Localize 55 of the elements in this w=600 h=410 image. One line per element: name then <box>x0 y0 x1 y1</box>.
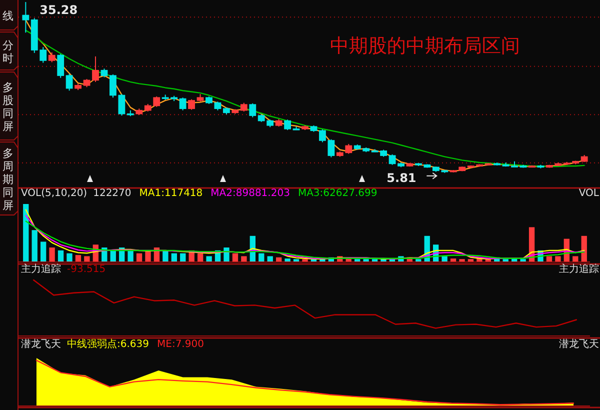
series-label: -93.515 <box>67 264 106 275</box>
text: 中期股的中期布局区间 <box>330 35 520 57</box>
bar <box>49 248 55 262</box>
annotation: 5.81 <box>386 170 416 185</box>
bar <box>284 258 290 262</box>
candlestick <box>48 52 56 63</box>
candlestick <box>57 54 64 78</box>
candlestick <box>92 56 99 82</box>
bar <box>546 256 552 262</box>
chart-title: 潜龙飞天 <box>21 338 61 350</box>
text: MA2:89881.203 <box>210 188 290 199</box>
candlestick <box>188 98 195 110</box>
bar <box>84 256 90 262</box>
bar <box>128 250 134 262</box>
candlestick <box>284 119 291 131</box>
bar <box>363 259 369 262</box>
bar <box>66 253 72 262</box>
text: MA3:62627.699 <box>298 188 378 199</box>
candlestick <box>249 102 256 118</box>
bar <box>520 259 526 262</box>
bar <box>302 259 308 262</box>
candlestick <box>179 97 186 111</box>
text: 122270 <box>93 188 132 199</box>
bar <box>555 256 561 262</box>
bar <box>442 256 448 262</box>
bar <box>145 250 151 262</box>
bar <box>267 256 273 262</box>
bar <box>162 250 168 262</box>
text: 潜龙飞天 <box>559 338 599 350</box>
annotation: 35.28 <box>40 3 78 18</box>
chart-title: VOL(5,10,20) <box>21 188 88 199</box>
text: MA1:117418 <box>139 188 203 199</box>
candlestick <box>388 154 396 166</box>
bar <box>241 256 247 262</box>
text: 主力追踪 <box>559 263 599 275</box>
text: 多股同屏 <box>2 81 14 133</box>
text: ME:7.900 <box>157 339 204 350</box>
candlestick <box>66 73 73 92</box>
bar <box>459 259 465 262</box>
bar <box>224 248 230 262</box>
bar <box>206 256 212 262</box>
bar <box>581 236 587 262</box>
text: 分时 <box>2 39 14 65</box>
bar <box>75 255 82 262</box>
bar <box>58 250 64 262</box>
bar <box>40 242 46 262</box>
chart-title: 主力追踪 <box>21 263 61 275</box>
bar <box>572 256 578 262</box>
text: 多周期同屏 <box>2 147 14 212</box>
text: VOL <box>578 188 600 199</box>
bar <box>32 230 38 262</box>
text: 中线强弱点:6.639 <box>67 338 149 350</box>
text: 线 <box>2 10 14 22</box>
bar <box>23 204 29 262</box>
candlestick <box>22 2 30 34</box>
